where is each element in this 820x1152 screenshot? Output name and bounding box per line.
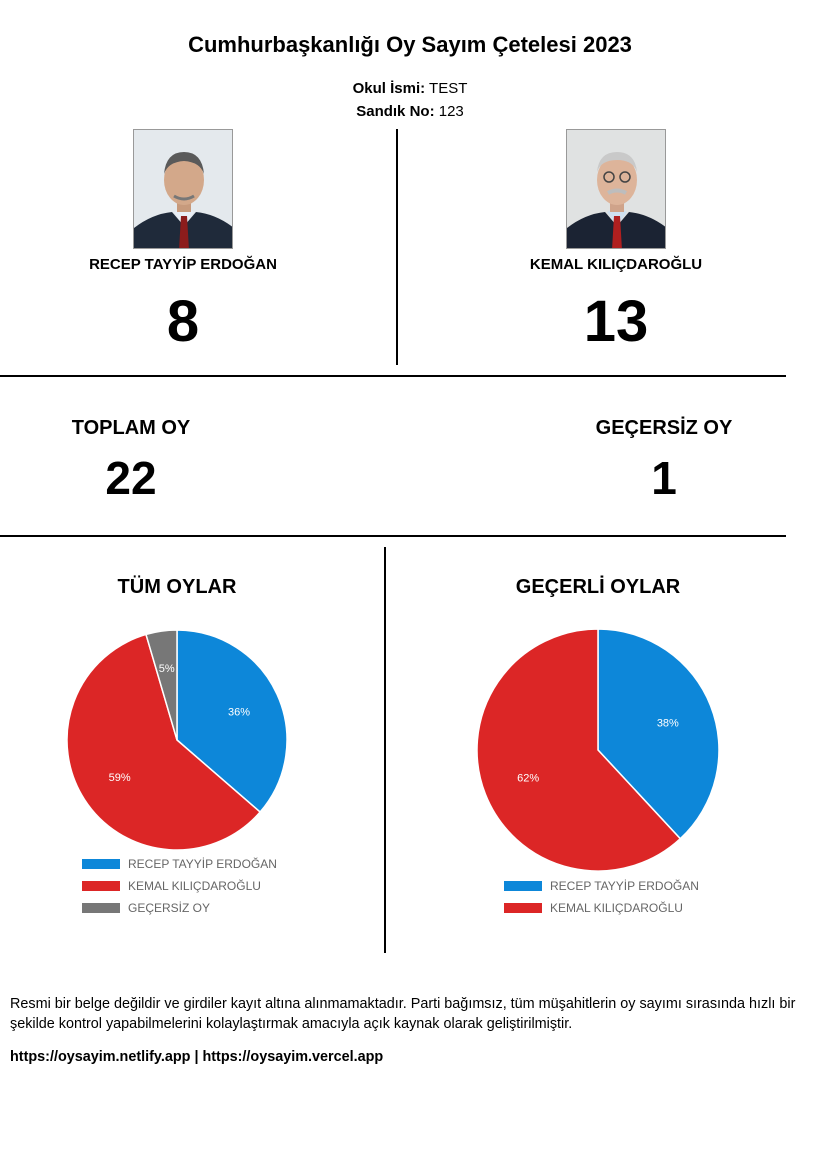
chart-title-valid-votes: GEÇERLİ OYLAR — [515, 576, 681, 598]
ballot-box-value: 123 — [438, 103, 464, 120]
invalid-votes-value: 1 — [651, 452, 677, 504]
legend-swatch-kemal-kilicdaroglu — [504, 903, 542, 913]
school-value: TEST — [429, 80, 468, 97]
pie-label-recep-tayyip-erdogan: 38% — [657, 718, 679, 730]
candidate-name-left: RECEP TAYYİP ERDOĞAN — [89, 256, 277, 273]
charts-divider — [384, 547, 386, 953]
school-label: Okul İsmi: — [352, 80, 426, 97]
legend-label-kemal-kilicdaroglu: KEMAL KILIÇDAROĞLU — [128, 878, 261, 893]
pie-chart-valid-votes: 38% 62% RECEP TAYYİP ERDOĞAN KEMAL KILIÇDAR… — [476, 628, 720, 915]
legend-swatch-gecersiz-oy — [82, 903, 120, 913]
candidate-photo-right — [566, 129, 666, 249]
section-divider-bottom — [0, 535, 786, 537]
pie-label-kemal-kilicdaroglu: 59% — [109, 772, 131, 784]
legend-label-recep-tayyip-erdogan: RECEP TAYYİP ERDOĞAN — [550, 878, 699, 893]
legend-label-gecersiz-oy: GEÇERSİZ OY — [128, 901, 210, 915]
ballot-box-line: Sandık No: 123 — [0, 103, 820, 120]
pie-slice-kemal-kilicdaroglu — [66, 633, 262, 851]
chart-title-all-votes: TÜM OYLAR — [117, 576, 237, 598]
candidates-divider — [396, 129, 398, 365]
invalid-votes-label: GEÇERSİZ OY — [595, 417, 733, 439]
legend-label-kemal-kilicdaroglu: KEMAL KILIÇDAROĞLU — [550, 900, 683, 915]
candidate-votes-left: 8 — [166, 289, 200, 354]
section-divider-top — [0, 375, 786, 377]
total-votes-label: TOPLAM OY — [71, 417, 191, 439]
disclaimer-text: Resmi bir belge değildir ve girdiler kay… — [10, 996, 796, 1032]
legend-swatch-recep-tayyip-erdogan — [82, 859, 120, 869]
candidate-votes-right: 13 — [583, 289, 649, 354]
ballot-box-label: Sandık No: — [356, 103, 435, 120]
footer-links: https://oysayim.netlify.app | https://oy… — [10, 1049, 384, 1065]
pie-label-kemal-kilicdaroglu: 62% — [517, 772, 539, 784]
pie-slice-kemal-kilicdaroglu — [476, 628, 682, 872]
pie-chart-all-votes: 36% 59% 5% RECEP TAYYİP ERDOĞAN KEMAL KILIÇD… — [66, 629, 288, 915]
pie-label-recep-tayyip-erdogan: 36% — [228, 707, 250, 719]
candidate-photo-left — [133, 129, 233, 249]
page-title: Cumhurbaşkanlığı Oy Sayım Çetelesi 2023 — [188, 32, 632, 57]
school-line: Okul İsmi: TEST — [0, 80, 820, 97]
legend-swatch-kemal-kilicdaroglu — [82, 881, 120, 891]
pie-slice-gecersiz-oy — [145, 629, 178, 741]
pie-slice-recep-tayyip-erdogan — [176, 629, 288, 814]
candidate-name-right: KEMAL KILIÇDAROĞLU — [529, 256, 703, 273]
total-votes-value: 22 — [105, 452, 157, 504]
legend-swatch-recep-tayyip-erdogan — [504, 881, 542, 891]
legend-label-recep-tayyip-erdogan: RECEP TAYYİP ERDOĞAN — [128, 856, 277, 871]
pie-slice-recep-tayyip-erdogan — [597, 628, 720, 840]
pie-label-gecersiz-oy: 5% — [159, 663, 175, 675]
